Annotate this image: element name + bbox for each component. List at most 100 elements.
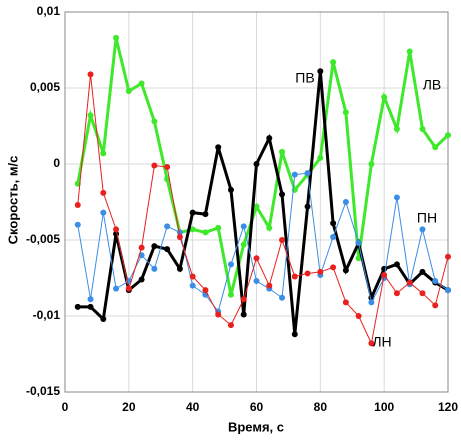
point xyxy=(100,189,107,196)
point xyxy=(445,287,451,294)
point xyxy=(176,265,183,272)
point xyxy=(164,246,171,253)
y-tick-label: -0,01 xyxy=(33,308,61,322)
point xyxy=(176,233,183,240)
plot-border xyxy=(64,11,449,393)
series-label: ЛВ xyxy=(423,77,442,93)
point xyxy=(189,226,196,233)
point xyxy=(138,276,145,283)
x-tick-label: 120 xyxy=(438,400,458,414)
series-label: ПВ xyxy=(295,70,314,86)
point xyxy=(189,282,196,289)
point xyxy=(227,291,234,298)
point xyxy=(253,278,260,285)
point xyxy=(342,199,349,205)
point xyxy=(113,226,120,233)
series-label: ПН xyxy=(417,210,437,226)
point xyxy=(113,34,120,41)
point xyxy=(393,126,400,133)
point xyxy=(138,244,145,251)
point xyxy=(330,233,337,240)
point xyxy=(355,255,362,262)
y-tick-label: -0,015 xyxy=(26,384,60,398)
point xyxy=(381,94,388,101)
point xyxy=(151,118,158,125)
point xyxy=(164,164,171,171)
series-line xyxy=(76,37,450,296)
x-tick-label: 80 xyxy=(314,400,328,414)
y-axis-label: Скорость, м/с xyxy=(5,156,20,245)
x-tick-label: 100 xyxy=(374,400,394,414)
point xyxy=(432,278,439,285)
point xyxy=(240,296,247,303)
point xyxy=(317,68,324,75)
point xyxy=(266,135,273,142)
point xyxy=(304,270,311,277)
point xyxy=(406,279,413,286)
series-line xyxy=(77,74,449,345)
point xyxy=(419,268,426,275)
point xyxy=(381,271,388,278)
point xyxy=(240,241,247,248)
point xyxy=(317,154,324,161)
point xyxy=(202,211,209,218)
series-label: ЛН xyxy=(372,334,391,350)
x-tick-label: 40 xyxy=(186,400,200,414)
x-tick-label: 0 xyxy=(62,400,69,414)
point xyxy=(151,265,158,272)
point xyxy=(279,237,286,243)
point xyxy=(279,191,286,198)
point xyxy=(291,171,298,178)
y-tick-label: 0,01 xyxy=(37,4,61,18)
point xyxy=(202,229,209,236)
point xyxy=(227,322,234,329)
point xyxy=(240,311,247,318)
point xyxy=(342,299,349,306)
point xyxy=(291,331,298,338)
series-line xyxy=(77,172,449,313)
point xyxy=(151,243,158,250)
point xyxy=(125,88,132,95)
point xyxy=(432,144,439,151)
point xyxy=(100,316,107,323)
point xyxy=(432,302,439,309)
point xyxy=(266,224,273,231)
point xyxy=(87,296,94,303)
point xyxy=(279,294,286,301)
point xyxy=(368,340,375,347)
point xyxy=(419,226,426,233)
point xyxy=(202,287,209,294)
point xyxy=(87,112,94,119)
point xyxy=(138,80,145,87)
y-tick-label: 0,005 xyxy=(30,80,60,94)
point xyxy=(304,170,311,177)
point xyxy=(100,150,107,157)
point xyxy=(266,282,273,289)
point xyxy=(253,203,260,210)
point xyxy=(151,162,158,169)
point xyxy=(215,224,222,231)
point xyxy=(419,126,426,133)
point xyxy=(227,186,234,193)
point xyxy=(445,132,451,139)
x-tick-label: 20 xyxy=(122,400,136,414)
y-tick-label: 0 xyxy=(53,156,60,170)
point xyxy=(393,290,400,297)
point xyxy=(406,48,413,55)
point xyxy=(393,261,400,268)
point xyxy=(215,311,222,318)
series-line xyxy=(77,71,449,335)
point xyxy=(393,194,400,201)
point xyxy=(330,59,337,66)
point xyxy=(164,223,171,230)
point xyxy=(317,268,324,275)
point xyxy=(253,255,260,262)
point xyxy=(368,161,375,167)
x-axis-label: Время, с xyxy=(228,419,284,434)
point xyxy=(113,285,120,292)
point xyxy=(355,240,362,247)
point xyxy=(74,303,81,310)
point xyxy=(189,209,196,216)
point xyxy=(240,223,247,230)
point xyxy=(291,273,298,280)
